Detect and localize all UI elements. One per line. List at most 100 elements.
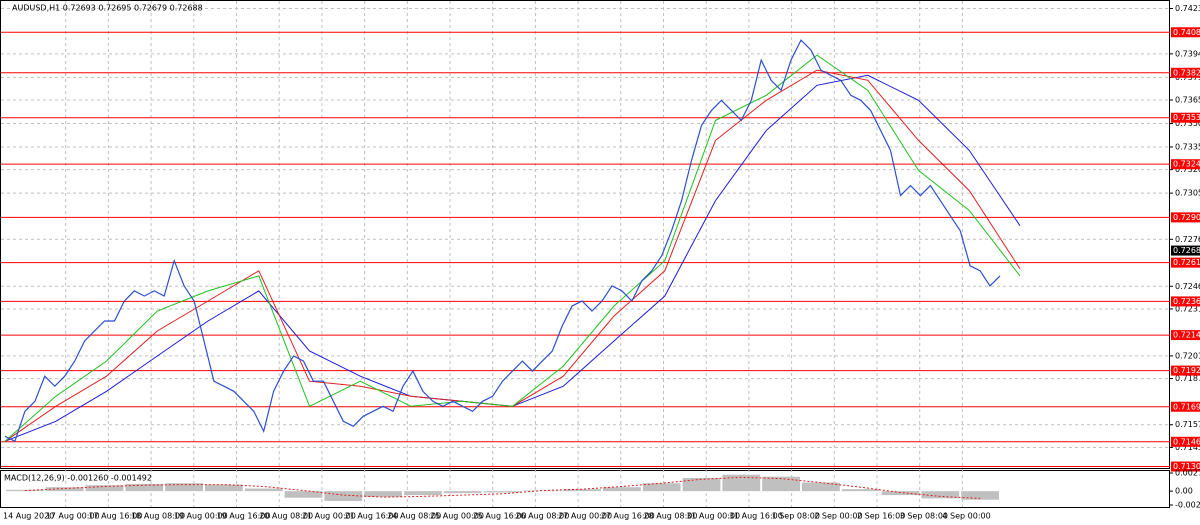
x-tick-label: 17 Aug 16:00 <box>88 512 142 521</box>
x-tick-label: 17 Aug 00:00 <box>46 512 100 521</box>
x-tick-label: 21 Aug 16:00 <box>345 512 399 521</box>
macd-bar <box>483 491 522 493</box>
x-tick-label: 27 Aug 16:00 <box>601 512 655 521</box>
y-tick-label: 0.74235 <box>1175 4 1200 13</box>
macd-bar <box>603 487 641 492</box>
macd-bar <box>404 491 442 496</box>
level-label-box <box>1171 461 1200 472</box>
level-label: 0.73824 <box>1173 68 1200 77</box>
macd-label: MACD(12,26,9) -0.001260 -0.001492 <box>4 474 152 483</box>
macd-bar <box>85 485 124 492</box>
level-label-box <box>1171 212 1200 223</box>
macd-bar <box>165 483 203 492</box>
main-window <box>0 0 1170 469</box>
x-tick-label: 4 Sep 00:00 <box>942 512 990 521</box>
macd-bar <box>45 487 84 492</box>
y-tick-label: 0.73945 <box>1175 49 1200 58</box>
x-tick-label: 31 Aug 00:00 <box>686 512 740 521</box>
macd-bar <box>523 490 562 492</box>
y-tick-label: 0.73350 <box>1175 142 1200 151</box>
last-price-label: 0.72688 <box>1173 246 1200 255</box>
macd-bar <box>762 476 800 492</box>
y-tick-label: 0.71870 <box>1175 374 1200 383</box>
x-tick-label: 26 Aug 08:00 <box>515 512 569 521</box>
level-label-box <box>1171 401 1200 412</box>
grid <box>1 1 1170 507</box>
level-label-box <box>1171 257 1200 268</box>
macd-bar <box>841 489 880 492</box>
x-tick-label: 14 Aug 2020 <box>3 512 54 521</box>
price-line <box>4 39 1001 443</box>
last-price-box <box>1171 245 1200 256</box>
macd-tick-label: -0.00210 <box>1175 501 1200 510</box>
x-tick-label: 27 Aug 00:00 <box>558 512 612 521</box>
y-tick-label: 0.73650 <box>1175 96 1200 105</box>
level-label-box <box>1171 365 1200 376</box>
level-label: 0.71921 <box>1173 366 1200 375</box>
x-tick-label: 19 Aug 00:00 <box>174 512 228 521</box>
chart-title: AUDUSD,H1 0.72693 0.72695 0.72679 0.7268… <box>12 4 203 13</box>
level-label-box <box>1171 27 1200 38</box>
level-label: 0.73537 <box>1173 113 1200 122</box>
y-tick-label: 0.72315 <box>1175 304 1200 313</box>
moving-average <box>4 54 1021 442</box>
macd-bar <box>563 489 601 492</box>
x-tick-label: 19 Aug 16:00 <box>217 512 271 521</box>
y-tick-label: 0.73500 <box>1175 119 1200 128</box>
x-tick-label: 1 Sep 08:00 <box>772 512 820 521</box>
macd-bar <box>205 484 243 492</box>
x-tick-label: 25 Aug 16:00 <box>473 512 527 521</box>
level-label: 0.74083 <box>1173 28 1200 37</box>
x-tick-label: 25 Aug 00:00 <box>430 512 484 521</box>
level-label-box <box>1171 330 1200 341</box>
x-tick-label: 31 Aug 16:00 <box>729 512 783 521</box>
x-tick-label: 28 Aug 08:00 <box>644 512 698 521</box>
x-tick-label: 20 Aug 08:00 <box>259 512 313 521</box>
macd-bar <box>443 491 482 494</box>
macd-bar <box>284 491 323 498</box>
y-tick-label: 0.72760 <box>1175 235 1200 244</box>
level-label-box <box>1171 159 1200 170</box>
macd-bar <box>244 488 283 492</box>
macd-bar <box>324 491 363 502</box>
level-label: 0.71466 <box>1173 437 1200 446</box>
macd-bar <box>722 474 761 492</box>
macd-bar <box>881 491 920 496</box>
macd-bar <box>802 482 840 492</box>
level-label: 0.72611 <box>1173 258 1200 267</box>
macd-bar <box>125 483 164 492</box>
level-label: 0.72148 <box>1173 331 1200 340</box>
x-tick-label: 24 Aug 08:00 <box>387 512 441 521</box>
macd-bar <box>961 491 999 500</box>
y-tick-label: 0.71430 <box>1175 443 1200 452</box>
macd-bar <box>642 483 681 492</box>
macd-signal <box>24 476 981 499</box>
x-tick-label: 3 Sep 08:00 <box>900 512 948 521</box>
y-tick-label: 0.71575 <box>1175 420 1200 429</box>
plot <box>1 31 1170 468</box>
macd-bar <box>682 477 721 492</box>
y-tick-label: 0.72015 <box>1175 351 1200 360</box>
macd-bar <box>364 491 402 498</box>
level-label-box <box>1171 296 1200 307</box>
level-label: 0.71308 <box>1173 462 1200 471</box>
y-tick-label: 0.72460 <box>1175 282 1200 291</box>
macd-bar <box>921 491 960 499</box>
y-tick-label: 0.73205 <box>1175 165 1200 174</box>
level-label-box <box>1171 67 1200 78</box>
macd-tick-label: 0.002754 <box>1175 469 1200 478</box>
x-tick-label: 2 Sep 16:00 <box>857 512 905 521</box>
level-label: 0.72363 <box>1173 297 1200 306</box>
x-tick-label: 18 Aug 08:00 <box>131 512 185 521</box>
macd-tick-label: 0.00 <box>1175 487 1193 496</box>
x-tick-label: 2 Sep 00:00 <box>814 512 862 521</box>
level-label-box <box>1171 436 1200 447</box>
level-label-box <box>1171 112 1200 123</box>
y-tick-label: 0.73055 <box>1175 189 1200 198</box>
x-tick-label: 21 Aug 00:00 <box>302 512 356 521</box>
